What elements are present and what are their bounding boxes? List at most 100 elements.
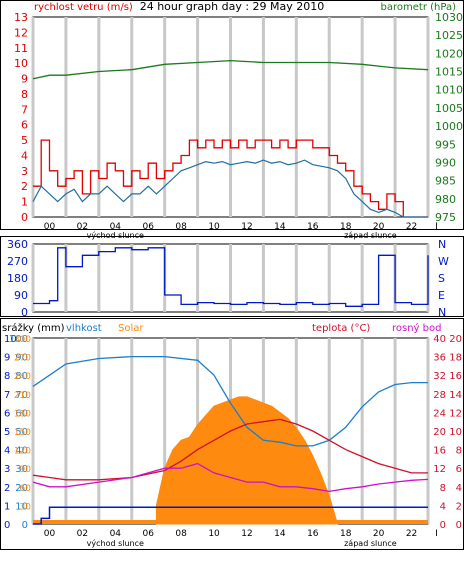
- tick-label-humidity: 70: [15, 390, 28, 401]
- series-line-pressure: [32, 59, 429, 80]
- tick-label-wind: 3: [21, 165, 28, 178]
- axis-label-temperature: teplota (°C): [312, 323, 370, 334]
- tick-label-rain: 9: [4, 353, 10, 364]
- tick-label-hour: 18: [340, 222, 352, 232]
- tick-label-solar: 90: [20, 465, 32, 475]
- chart-title: 24 hour graph day : 29 May 2010: [140, 0, 325, 13]
- tick-label-solar: 270: [14, 354, 31, 364]
- tick-label-temperature: 0: [440, 520, 446, 531]
- tick-label-solar: 240: [14, 372, 31, 382]
- tick-label-dewpoint: 10: [449, 427, 462, 438]
- tick-label-wind: 7: [21, 103, 28, 116]
- tick-label-hour: I: [435, 529, 438, 539]
- tick-label-humidity: 30: [15, 464, 28, 475]
- tick-label-wind: 8: [21, 88, 28, 101]
- tick-label-rain: 7: [4, 390, 10, 401]
- tick-label-dewpoint: 2: [456, 501, 462, 512]
- tick-label-hour: 18: [340, 529, 352, 539]
- tick-label-hour: 22: [406, 529, 417, 539]
- tick-label-solar: 300: [14, 335, 31, 345]
- tick-label-pressure: 990: [435, 156, 456, 169]
- series-line-temperature: [32, 418, 428, 481]
- tick-label-pressure: 1025: [435, 29, 463, 42]
- axis-label-solar: Solar: [118, 323, 144, 334]
- tick-label-hour: 06: [142, 222, 154, 232]
- tick-label-solar: 150: [14, 428, 31, 438]
- tick-label-wind: 4: [21, 149, 28, 162]
- tick-label-pressure: 1010: [435, 84, 463, 97]
- axis-label-pressure: barometr (hPa): [381, 2, 457, 13]
- tick-label-wind: 0: [21, 211, 28, 224]
- tick-label-hour: 08: [175, 529, 187, 539]
- tick-label-temperature: 20: [433, 427, 446, 438]
- tick-label-rain: 0: [4, 520, 10, 531]
- tick-label-solar: 60: [20, 484, 32, 494]
- tick-label-hour: 16: [307, 529, 319, 539]
- tick-label-humidity: 50: [15, 427, 28, 438]
- tick-label-dewpoint: 20: [449, 334, 462, 345]
- tick-label-humidity: 40: [15, 446, 28, 457]
- series-line-direction: [33, 247, 429, 307]
- tick-label-rain: 1: [4, 501, 10, 512]
- axis-label-humidity: vlhkost: [66, 323, 102, 334]
- tick-label-dewpoint: 0: [456, 520, 462, 531]
- tick-label-hour: 16: [307, 222, 319, 232]
- series-area-solar: [155, 396, 339, 525]
- tick-label-dewpoint: 12: [449, 408, 462, 419]
- series-line-wind: [33, 139, 428, 218]
- tick-label-solar: 210: [14, 391, 31, 401]
- tick-label-temperature: 36: [433, 353, 446, 364]
- compass-label: N: [438, 306, 446, 319]
- tick-label-hour: 20: [373, 222, 385, 232]
- series-line-humidity: [32, 355, 428, 447]
- series-line-rain: [33, 506, 428, 525]
- tick-label-temperature: 12: [433, 464, 446, 475]
- tick-label-temperature: 24: [433, 408, 446, 419]
- tick-label-rain: 10: [4, 334, 17, 345]
- sunrise-label: východ slunce: [87, 231, 144, 240]
- tick-label-pressure: 975: [435, 211, 456, 224]
- tick-label-solar: 30: [20, 502, 32, 512]
- tick-label-wind: 2: [21, 180, 28, 193]
- tick-label-humidity: 20: [15, 483, 28, 494]
- series-line-dewpoint: [32, 462, 429, 493]
- tick-label-temperature: 4: [440, 501, 446, 512]
- tick-label-humidity: 80: [15, 371, 28, 382]
- tick-label-temperature: 40: [433, 334, 446, 345]
- tick-label-hour: 10: [208, 222, 220, 232]
- tick-label-hour: 04: [110, 222, 122, 232]
- tick-label-hour: 06: [142, 529, 154, 539]
- tick-label-pressure: 995: [435, 138, 456, 151]
- compass-label: N: [438, 238, 446, 251]
- tick-label-temperature: 28: [433, 390, 446, 401]
- tick-label-hour: 12: [241, 529, 252, 539]
- tick-label-hour: 02: [77, 529, 88, 539]
- tick-label-wind: 9: [21, 73, 28, 86]
- tick-label-pressure: 980: [435, 193, 456, 206]
- sunset-label: západ slunce: [344, 231, 397, 240]
- tick-label-direction: 360: [7, 238, 28, 251]
- tick-label-dewpoint: 14: [449, 390, 462, 401]
- tick-label-wind: 12: [14, 26, 28, 39]
- sunset-label: západ slunce: [344, 539, 397, 548]
- tick-label-direction: 180: [7, 272, 28, 285]
- tick-label-temperature: 32: [433, 371, 446, 382]
- compass-label: E: [438, 289, 445, 302]
- tick-label-direction: 0: [21, 306, 28, 319]
- axis-label-rain: srážky (mm): [2, 322, 65, 334]
- tick-label-rain: 2: [4, 483, 10, 494]
- sunrise-label: východ slunce: [87, 539, 144, 548]
- tick-label-rain: 6: [4, 408, 10, 419]
- tick-label-temperature: 16: [433, 446, 446, 457]
- tick-label-hour: I: [435, 222, 438, 232]
- tick-label-dewpoint: 18: [449, 353, 462, 364]
- tick-label-dewpoint: 8: [456, 446, 462, 457]
- tick-label-hour: 14: [274, 222, 286, 232]
- compass-label: W: [438, 255, 449, 268]
- tick-label-pressure: 1030: [435, 11, 463, 24]
- tick-label-wind: 10: [14, 57, 28, 70]
- tick-label-pressure: 1015: [435, 66, 463, 79]
- tick-label-wind: 6: [21, 119, 28, 132]
- tick-label-hour: 04: [110, 529, 122, 539]
- tick-label-wind: 5: [21, 134, 28, 147]
